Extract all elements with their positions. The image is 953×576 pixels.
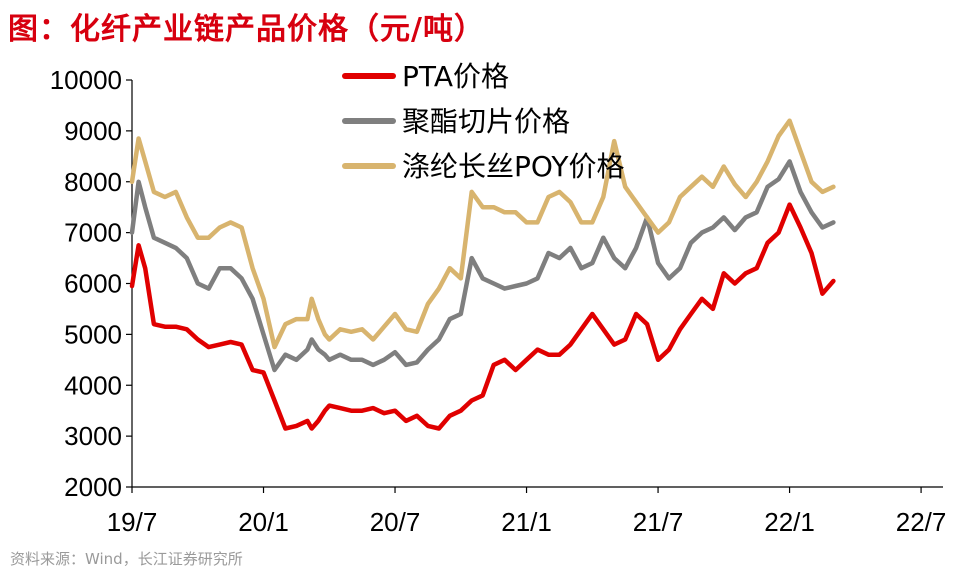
x-tick-label: 19/7 <box>107 507 158 537</box>
y-tick-label: 9000 <box>64 116 122 146</box>
y-tick-label: 6000 <box>64 269 122 299</box>
x-tick-label: 22/1 <box>764 507 815 537</box>
y-tick-label: 3000 <box>64 421 122 451</box>
series-line-3 <box>129 118 836 350</box>
y-tick-label: 10000 <box>50 65 122 95</box>
x-tick-label: 21/7 <box>633 507 684 537</box>
series-layer <box>129 118 836 431</box>
y-axis: 2000 3000 4000 5000 6000 7000 8000 9000 10000 <box>50 65 133 502</box>
legend-label-2: 聚酯切片价格 <box>402 105 570 138</box>
y-tick-label: 7000 <box>64 218 122 248</box>
legend-label-1: PTA价格 <box>402 60 509 93</box>
series-line-1 <box>129 202 836 431</box>
x-tick-label: 21/1 <box>501 507 552 537</box>
source-note: 资料来源：Wind，长江证券研究所 <box>10 550 243 568</box>
y-tick-label: 8000 <box>64 167 122 197</box>
y-tick-label: 4000 <box>64 370 122 400</box>
x-tick-label: 20/7 <box>370 507 421 537</box>
chart-title: 图：化纤产业链产品价格（元/吨） <box>8 12 485 47</box>
y-tick-label: 5000 <box>64 319 122 349</box>
x-axis: 19/7 20/1 20/7 21/1 21/7 22/1 22/7 <box>107 486 947 537</box>
legend-label-3: 涤纶长丝POY价格 <box>402 150 625 183</box>
y-tick-label: 2000 <box>64 472 122 502</box>
x-tick-label: 20/1 <box>238 507 289 537</box>
series-line-2 <box>129 159 836 373</box>
x-tick-label: 22/7 <box>896 507 947 537</box>
